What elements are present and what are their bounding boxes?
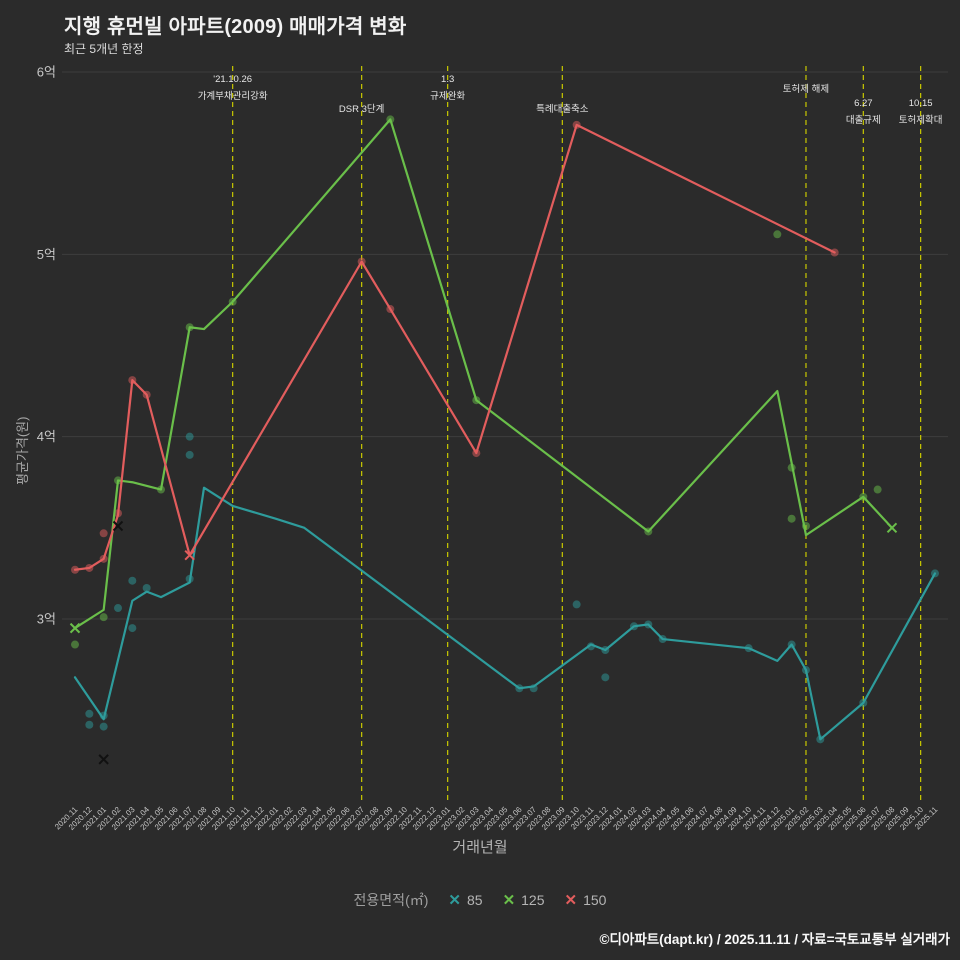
legend-item-label: 150 (583, 892, 607, 908)
annotation-label: 특례대출축소 (536, 104, 589, 115)
scatter-point (128, 576, 137, 585)
annotation-label: 가계부채관리강화 (198, 90, 268, 102)
legend-marker-icon: ✕ (564, 891, 578, 909)
x-marker (184, 549, 195, 561)
scatter-point (99, 722, 108, 731)
annotation-label: 1.3 (441, 74, 454, 85)
scatter-point (85, 720, 94, 729)
scatter-point (99, 529, 108, 538)
legend-item-label: 85 (466, 892, 483, 908)
y-tick-label: 5억 (37, 247, 56, 262)
y-tick-label: 6억 (37, 65, 56, 80)
annotation-label: 10.15 (909, 98, 933, 109)
legend-items: ✕ 85 ✕ 125 ✕ 150 (448, 892, 606, 908)
annotation-label: 6.27 (854, 98, 873, 109)
annotation-label: '21.10.26 (213, 74, 252, 85)
scatter-point (142, 583, 151, 592)
footer-credit: ©디아파트(dapt.kr) / 2025.11.11 / 자료=국토교통부 실… (599, 932, 950, 947)
scatter-point (99, 613, 108, 622)
annotation-label: 토허제 해제 (783, 83, 829, 95)
legend-item-150: ✕ 150 (565, 892, 607, 908)
series-line-85 (73, 486, 937, 741)
scatter-point (773, 230, 782, 239)
scatter-point (572, 600, 581, 609)
legend-item-label: 125 (521, 892, 545, 908)
scatter-point (787, 514, 796, 523)
annotation-label: DSR 3단계 (339, 103, 384, 115)
y-tick-label: 3억 (37, 611, 56, 626)
legend-marker-icon: ✕ (502, 891, 516, 909)
scatter-point (873, 485, 882, 494)
legend-marker-icon: ✕ (448, 891, 461, 909)
scatter-point (113, 604, 122, 613)
x-marker (98, 754, 109, 765)
scatter-point (85, 709, 94, 718)
x-axis-label: 거래년월 (452, 839, 508, 856)
series-line-125 (73, 118, 894, 630)
scatter-point (128, 624, 137, 633)
legend: 전용면적(㎡) ✕ 85 ✕ 125 ✕ 150 (0, 890, 960, 910)
x-marker (112, 520, 124, 532)
legend-item-125: ✕ 125 (503, 892, 545, 908)
scatter-point (601, 673, 610, 682)
y-tick-label: 4억 (37, 429, 56, 444)
page-title: 지행 휴먼빌 아파트(2009) 매매가격 변화 (64, 16, 407, 38)
annotation-label: 규제완화 (430, 91, 465, 102)
chart-subtitle: 최근 5개년 한정 (64, 42, 144, 56)
line-chart-plot: 3억4억5억6억2020.112020.122021.012021.022021… (37, 65, 948, 832)
annotation-label: 토허제확대 (899, 114, 943, 126)
series-line-150 (73, 123, 836, 571)
legend-title: 전용면적(㎡) (353, 892, 429, 908)
scatter-point (71, 640, 79, 649)
x-marker (69, 622, 81, 634)
scatter-point (185, 450, 194, 459)
x-marker (886, 522, 898, 534)
scatter-point (185, 432, 194, 441)
legend-item-85: ✕ 85 (448, 892, 482, 908)
annotation-label: 대출규제 (846, 115, 881, 126)
